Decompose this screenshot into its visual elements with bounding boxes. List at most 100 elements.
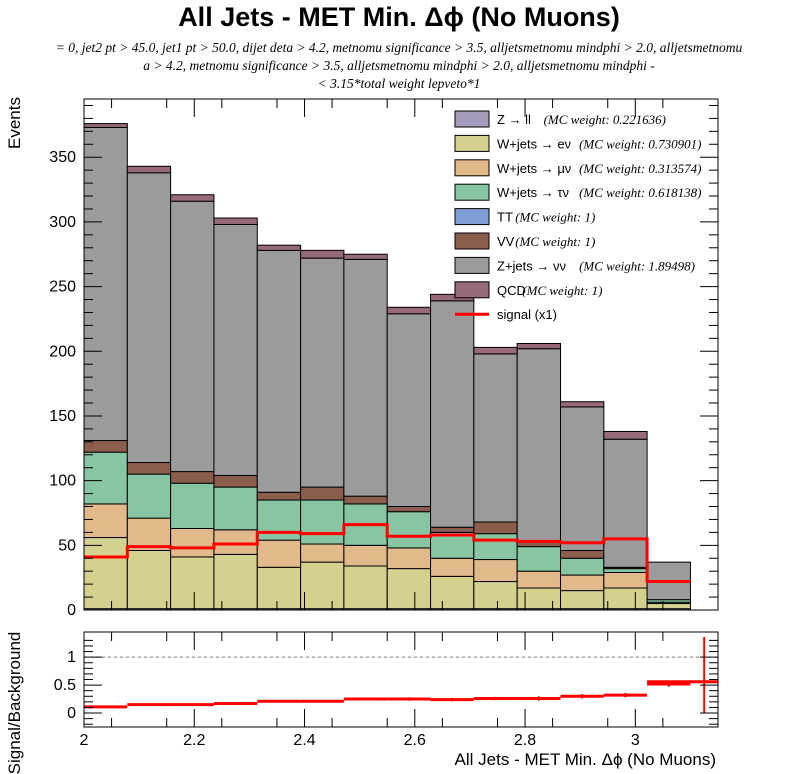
selection-line-1: = 0, jet2 pt > 45.0, jet1 pt > 50.0, dij… [56, 40, 743, 55]
histogram-bar-w-jets-to-taunu [300, 499, 345, 545]
legend-weight: (MC weight: 0.313574) [579, 161, 701, 176]
ratio-x-tick-label: 3 [631, 732, 640, 749]
histogram-bar-vv [559, 549, 605, 559]
histogram-bar-vv [300, 486, 345, 501]
legend-weight: (MC weight: 0.730901) [579, 136, 701, 151]
main-y-tick-label: 50 [58, 537, 76, 554]
histogram-bar-w-jets-to-enu [343, 565, 388, 610]
selection-line-3: < 3.15*total weight lepveto*1 [318, 76, 481, 91]
histogram-bar-w-jets-to-enu [256, 566, 302, 610]
histogram-bar-w-jets-to-taunu [386, 511, 432, 549]
histogram-bar-qcd [83, 123, 128, 128]
legend-swatch [454, 159, 490, 177]
histogram-bar-vv [213, 474, 258, 488]
legend-weight: (MC weight: 1) [522, 283, 602, 298]
histogram-bar-w-jets-to-enu [603, 587, 648, 610]
histogram-bar-w-jets-to-munu [343, 544, 388, 567]
histogram-bar-w-jets-to-munu [603, 571, 648, 589]
histogram-bar-w-jets-to-taunu [256, 499, 302, 541]
main-y-tick-label: 100 [49, 473, 76, 490]
legend-swatch [454, 134, 490, 152]
histogram-bar-w-jets-to-taunu [170, 482, 215, 529]
legend-swatch [454, 110, 490, 128]
histogram-bar-w-jets-to-enu [516, 587, 561, 610]
histogram-bar-w-jets-to-enu [559, 590, 605, 610]
legend-label: W+jets → μν [497, 161, 571, 176]
plot-title: All Jets - MET Min. Δϕ (No Muons) [178, 2, 620, 32]
histogram-bar-vv [126, 462, 172, 475]
histogram-bar-z-jets-to-nunu [213, 223, 258, 476]
histogram-bar-qcd [213, 217, 258, 225]
ratio-x-tick-label: 2.6 [404, 732, 426, 749]
legend-item-w-jets-to-taunu: W+jets → τν (MC weight: 0.618138) [454, 183, 702, 201]
legend-swatch [454, 208, 490, 226]
histogram-bar-w-jets-to-munu [386, 547, 432, 570]
main-y-tick-label: 350 [49, 149, 76, 166]
histogram-bar-z-jets-to-nunu [343, 258, 388, 497]
legend-label: Z → ll [497, 112, 531, 127]
histogram-bar-qcd [603, 430, 648, 440]
histogram-bar-w-jets-to-taunu [516, 546, 561, 572]
legend-item-tt: TT (MC weight: 1) [454, 208, 595, 226]
histogram-bar-qcd [516, 343, 561, 350]
histogram-bar-qcd [559, 401, 605, 408]
ratio-plot-area: 0 0.5 1 2 2.2 2.4 2.6 2.8 3 [54, 631, 719, 749]
main-plot-frame [83, 98, 719, 611]
histogram-bar-vv [343, 495, 388, 505]
histogram-bar-z-jets-to-nunu [256, 249, 302, 493]
histogram-bar-w-jets-to-munu [473, 559, 518, 583]
histogram-bar-w-jets-to-munu [430, 557, 475, 577]
ratio-x-tick-label: 2 [80, 732, 89, 749]
main-plot-area: 0 50 100 150 200 250 300 350 [49, 98, 719, 619]
histogram-bar-w-jets-to-enu [386, 568, 432, 610]
legend-label: VV [497, 234, 515, 249]
histogram-bar-w-jets-to-enu [646, 603, 691, 610]
stack-vv [83, 440, 648, 570]
legend-weight: (MC weight: 1) [515, 210, 595, 225]
legend: Z → ll (MC weight: 0.221636) W+jets → eν (M… [454, 110, 702, 322]
legend-label: W+jets → τν [497, 185, 569, 200]
histogram-bar-qcd [170, 194, 215, 202]
ratio-plot-background [84, 632, 718, 727]
histogram-bar-w-jets-to-taunu [83, 451, 128, 505]
histogram-bar-qcd [343, 253, 388, 260]
legend-label: QCD [497, 283, 526, 298]
histogram-bar-vv [170, 471, 215, 484]
histogram-bar-w-jets-to-munu [170, 527, 215, 558]
histogram-bar-vv [256, 491, 302, 501]
legend-item-qcd: QCD(MC weight: 1) [454, 281, 602, 299]
ratio-y-axis-label: Signal/Background [5, 632, 24, 774]
histogram-bar-w-jets-to-taunu [213, 486, 258, 531]
ratio-y-tick-label: 0 [67, 705, 76, 722]
histogram-bar-z-jets-to-nunu [559, 406, 605, 551]
legend-item-w-jets-to-munu: W+jets → μν (MC weight: 0.313574) [454, 159, 702, 177]
histogram-bar-w-jets-to-munu [516, 570, 561, 589]
legend-item-z-to-ll: Z → ll (MC weight: 0.221636) [454, 110, 666, 128]
histogram-bar-w-jets-to-enu [83, 537, 128, 610]
legend-label: Z+jets → νν [497, 258, 566, 273]
main-y-axis-label: Events [5, 97, 24, 149]
x-axis-label: All Jets - MET Min. Δϕ (No Muons) [455, 750, 716, 769]
histogram-bar-w-jets-to-munu [256, 539, 302, 568]
main-y-tick-label: 150 [49, 408, 76, 425]
legend-weight: (MC weight: 0.221636) [544, 112, 666, 127]
histogram-bar-w-jets-to-munu [559, 574, 605, 592]
stack-qcd [83, 123, 648, 440]
histogram-bar-vv [473, 521, 518, 535]
histogram-bar-w-jets-to-taunu [603, 568, 648, 573]
legend-item-signal-x1: signal (x1) [455, 307, 557, 322]
selection-line-2: a > 4.2, metnomu significance > 3.5, all… [143, 58, 655, 73]
histogram-bar-w-jets-to-munu [126, 517, 172, 551]
legend-item-vv: VV (MC weight: 1) [454, 232, 595, 250]
histogram-bar-z-jets-to-nunu [516, 348, 561, 542]
histogram-bar-z-jets-to-nunu [430, 300, 475, 528]
main-y-tick-label: 200 [49, 343, 76, 360]
histogram-bar-z-jets-to-nunu [603, 438, 648, 568]
histogram-bar-w-jets-to-enu [126, 549, 172, 610]
histogram-bar-w-jets-to-enu [213, 553, 258, 610]
histogram-bar-qcd [126, 165, 172, 174]
legend-label: TT [497, 210, 513, 225]
main-y-tick-label: 300 [49, 214, 76, 231]
